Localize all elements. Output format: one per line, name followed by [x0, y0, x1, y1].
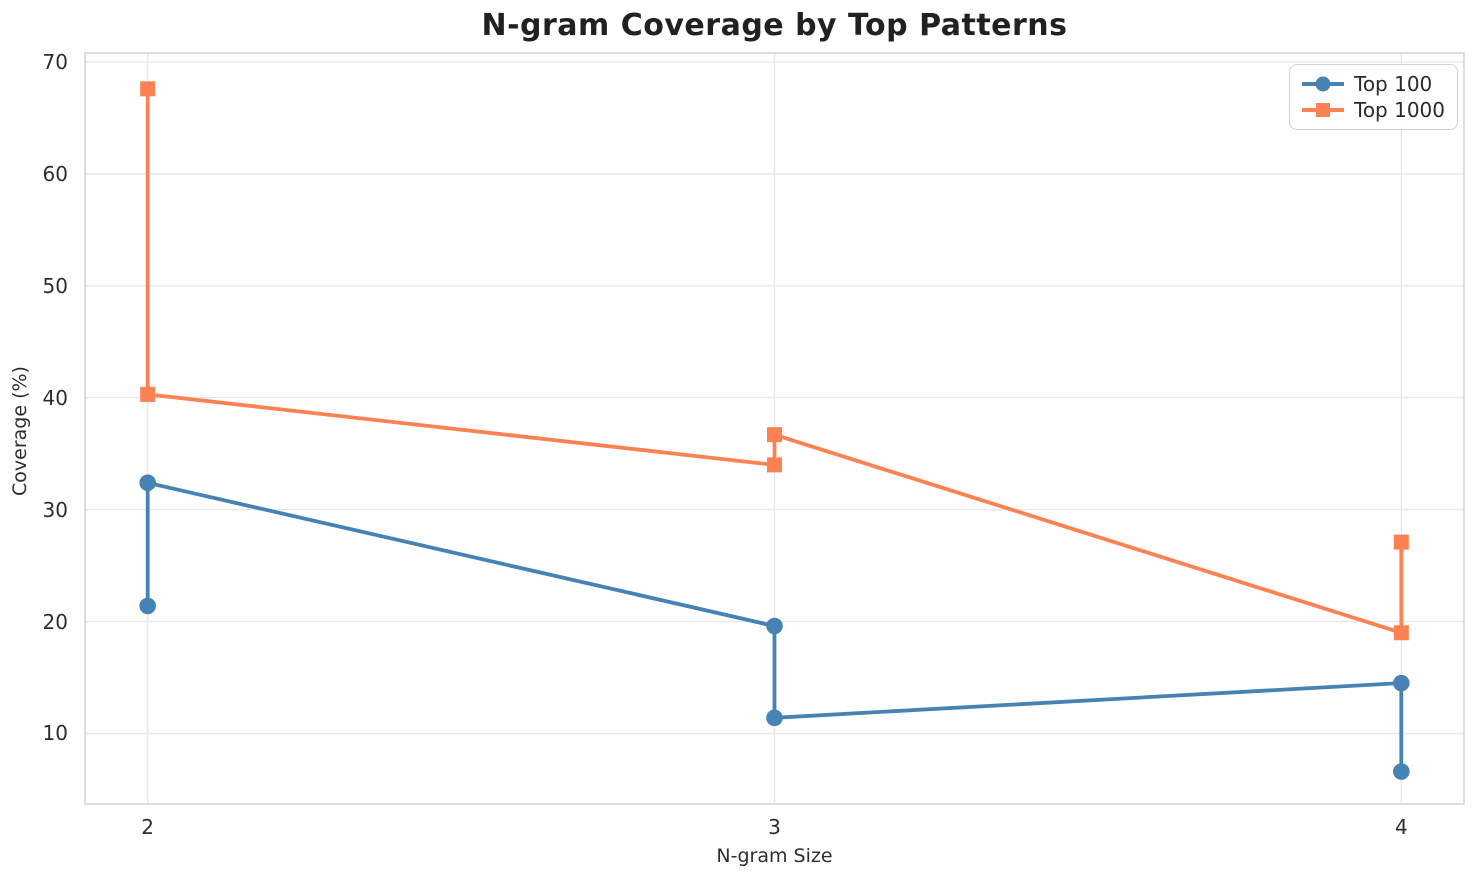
marker-top-1000-2	[767, 457, 782, 473]
marker-top-100-1	[139, 474, 156, 492]
y-tick-label-50: 50	[42, 273, 68, 298]
legend: Top 100 Top 1000	[1289, 64, 1458, 130]
x-tick-label-2: 2	[141, 815, 155, 839]
y-tick-label-60: 60	[42, 161, 68, 186]
marker-top-100-5	[1393, 763, 1410, 780]
series-line-top-100	[145, 480, 1404, 774]
chart-title: N-gram Coverage by Top Patterns	[481, 8, 1068, 43]
legend-square-marker-icon	[1302, 103, 1344, 117]
x-tick-label-4: 4	[1394, 815, 1408, 839]
y-tick-label-40: 40	[42, 385, 68, 410]
legend-item-top-1000: Top 1000	[1302, 98, 1447, 122]
y-tick-label-20: 20	[42, 609, 68, 634]
legend-circle-marker-icon	[1302, 76, 1344, 92]
marker-top-100-2	[766, 617, 783, 635]
marker-top-1000-3	[767, 427, 782, 443]
legend-label: Top 1000	[1354, 98, 1446, 122]
legend-item-top-100: Top 100	[1302, 72, 1447, 96]
y-tick-label-30: 30	[42, 497, 68, 522]
x-axis-label: N-gram Size	[716, 845, 833, 867]
plot-border	[84, 52, 1465, 805]
marker-top-1000-5	[1393, 534, 1409, 550]
marker-top-100-3	[766, 709, 783, 727]
series-line-top-1000	[145, 86, 1404, 635]
x-tick-label-3: 3	[768, 815, 781, 839]
y-tick-label-10: 10	[42, 721, 68, 746]
marker-top-1000-1	[140, 386, 156, 402]
marker-top-100-4	[1393, 674, 1410, 692]
y-tick-label-70: 70	[42, 49, 68, 74]
marker-top-100-0	[139, 597, 156, 615]
legend-label: Top 100	[1354, 72, 1433, 96]
marker-top-1000-4	[1393, 625, 1409, 641]
marker-top-1000-0	[140, 81, 156, 97]
y-axis-label: Coverage (%)	[9, 366, 31, 496]
